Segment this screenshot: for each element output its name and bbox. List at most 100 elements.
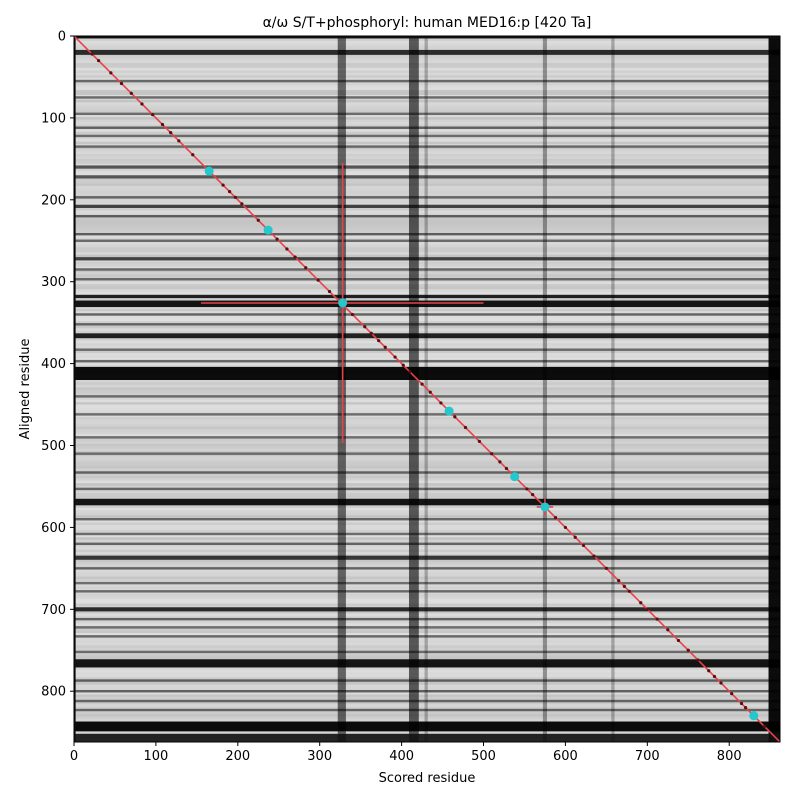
diagonal-dot (275, 237, 279, 241)
dark-row (74, 708, 780, 712)
x-axis-label: Scored residue (379, 771, 476, 786)
texture-band (74, 156, 780, 159)
texture-band (74, 642, 780, 646)
texture-band (74, 269, 780, 272)
texture-band (74, 60, 780, 64)
texture-band (74, 441, 780, 444)
dark-row (74, 126, 780, 129)
diagonal-dot (327, 289, 332, 294)
y-axis: 0 100 200 300 400 500 600 700 800 (41, 30, 74, 700)
texture-band (74, 259, 780, 263)
texture-band (74, 586, 780, 589)
x-tick-label: 100 (143, 749, 168, 764)
texture-band (74, 443, 780, 447)
y-axis-label: Aligned residue (18, 339, 33, 440)
texture-band (74, 404, 780, 408)
texture-band (74, 104, 780, 108)
dark-row (74, 323, 780, 326)
dark-row (74, 134, 780, 138)
dark-col (337, 36, 346, 742)
diagonal-dot (696, 658, 700, 662)
texture-band (74, 620, 780, 624)
texture-band (74, 311, 780, 314)
texture-band (74, 203, 780, 206)
dark-col (611, 36, 615, 742)
texture-band (74, 473, 780, 476)
texture-band (74, 657, 780, 661)
diagonal-dot (285, 247, 289, 251)
texture-band (74, 102, 780, 105)
texture-band (74, 355, 780, 358)
dark-row (74, 257, 780, 261)
dark-row (74, 607, 780, 612)
texture-band (74, 141, 780, 145)
texture-band (74, 576, 780, 580)
texture-band (74, 564, 780, 567)
texture-band (74, 389, 780, 393)
dark-row (74, 699, 780, 703)
dark-edges (74, 36, 780, 742)
x-tick-label: 200 (225, 749, 250, 764)
texture-band (74, 188, 780, 191)
texture-band (74, 190, 780, 194)
texture-band (74, 544, 780, 548)
texture-band (74, 185, 780, 189)
x-tick-label: 500 (471, 749, 496, 764)
texture-band (74, 613, 780, 616)
dark-row (74, 452, 780, 455)
texture-band (74, 539, 780, 543)
texture-band (74, 180, 780, 184)
texture-band (74, 446, 780, 449)
dark-row (74, 175, 780, 179)
texture-band (74, 85, 780, 88)
texture-band (74, 551, 780, 555)
texture-band (74, 271, 780, 275)
diagonal-dot (119, 81, 124, 86)
texture-band (74, 465, 780, 469)
highlight-point (749, 711, 759, 721)
diagonal-dot (730, 692, 734, 696)
texture-band (74, 40, 780, 44)
diagonal-dot (160, 122, 165, 127)
diagonal-dot (169, 131, 173, 135)
texture-band (74, 615, 780, 619)
texture-band (74, 429, 780, 432)
highlight-point (444, 406, 454, 416)
texture-band (74, 392, 780, 395)
y-tick-label: 800 (41, 685, 66, 700)
diagonal-dot (504, 466, 509, 471)
dark-row (74, 333, 780, 339)
x-tick-label: 400 (389, 749, 414, 764)
dark-row (74, 542, 780, 546)
texture-band (74, 603, 780, 607)
dark-row (74, 413, 780, 416)
dark-col (408, 36, 419, 742)
texture-band (74, 451, 780, 454)
dark-col (768, 36, 780, 742)
texture-band (74, 505, 780, 508)
chart-title: α/ω S/T+phosphoryl: human MED16:p [420 T… (263, 15, 592, 31)
texture-band (74, 212, 780, 216)
texture-band (74, 75, 780, 78)
texture-band (74, 200, 780, 204)
texture-band (74, 606, 780, 609)
texture-band (74, 424, 780, 427)
diagonal-dot (383, 345, 387, 349)
edge-top (74, 36, 780, 39)
texture-band (74, 647, 780, 651)
texture-band (74, 131, 780, 135)
diagonal-dot (401, 363, 405, 367)
texture-band (74, 694, 780, 697)
diagonal-dot (604, 566, 608, 570)
diagonal-dot (463, 425, 468, 430)
texture-band (74, 252, 780, 255)
texture-band (74, 124, 780, 127)
diagonal-dot (676, 638, 681, 643)
texture-band (74, 281, 780, 285)
texture-band (74, 63, 780, 66)
texture-band (74, 161, 780, 164)
dark-row (74, 268, 780, 271)
texture-band (74, 682, 780, 685)
dark-row (74, 204, 780, 208)
